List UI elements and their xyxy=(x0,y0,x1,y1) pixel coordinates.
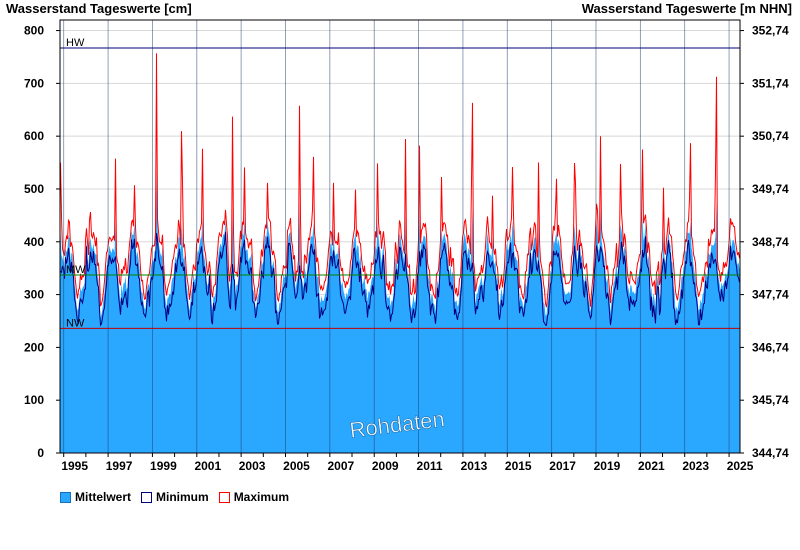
y-tick-label-left: 700 xyxy=(24,76,44,90)
y-tick-label-left: 600 xyxy=(24,129,44,143)
reference-label-mw: MW xyxy=(66,264,86,276)
legend-swatch-maximum xyxy=(218,491,230,503)
y-tick-label-left: 0 xyxy=(37,446,44,460)
y-tick-label-right: 350,74 xyxy=(752,129,789,143)
x-tick-label: 1999 xyxy=(150,459,177,473)
legend-label-maximum: Maximum xyxy=(233,490,290,504)
y-tick-label-right: 351,74 xyxy=(752,76,789,90)
y-tick-label-right: 348,74 xyxy=(752,235,789,249)
legend-item-minimum: Minimum xyxy=(141,490,209,504)
legend-label-minimum: Minimum xyxy=(156,490,209,504)
x-tick-label: 2005 xyxy=(283,459,310,473)
chart-legend: Mittelwert Minimum Maximum xyxy=(60,490,289,504)
x-tick-label: 2013 xyxy=(461,459,488,473)
x-tick-label: 2009 xyxy=(372,459,399,473)
x-tick-label: 2007 xyxy=(327,459,354,473)
series-mittelwert-area xyxy=(60,167,740,454)
x-tick-label: 2015 xyxy=(505,459,532,473)
reference-label-nw: NW xyxy=(66,317,85,329)
legend-item-maximum: Maximum xyxy=(218,490,290,504)
y-tick-label-right: 352,74 xyxy=(752,24,789,38)
left-axis-title: Wasserstand Tageswerte [cm] xyxy=(6,1,192,16)
x-tick-label: 2003 xyxy=(239,459,266,473)
y-tick-label-right: 346,74 xyxy=(752,340,789,354)
y-tick-label-left: 200 xyxy=(24,340,44,354)
plot-frame xyxy=(59,19,741,454)
y-tick-label-left: 300 xyxy=(24,288,44,302)
series-minimum-line xyxy=(60,231,740,327)
legend-item-mittelwert: Mittelwert xyxy=(60,490,131,504)
y-tick-label-right: 344,74 xyxy=(752,446,789,460)
y-tick-label-right: 349,74 xyxy=(752,182,789,196)
y-tick-label-left: 100 xyxy=(24,393,44,407)
x-tick-label: 2001 xyxy=(194,459,221,473)
x-tick-label: 1997 xyxy=(106,459,133,473)
x-tick-label: 2021 xyxy=(638,459,665,473)
legend-label-mittelwert: Mittelwert xyxy=(75,490,132,504)
x-tick-label: 2019 xyxy=(594,459,621,473)
y-tick-label-left: 400 xyxy=(24,235,44,249)
y-tick-label-right: 347,74 xyxy=(752,288,789,302)
x-tick-label: 2023 xyxy=(682,459,709,473)
y-tick-label-right: 345,74 xyxy=(752,393,789,407)
y-tick-label-left: 500 xyxy=(24,182,44,196)
reference-label-hw: HW xyxy=(66,37,85,49)
x-tick-label: 2025 xyxy=(727,459,754,473)
x-tick-label: 2011 xyxy=(417,459,443,473)
x-tick-label: 1995 xyxy=(61,459,88,473)
legend-swatch-mittelwert xyxy=(60,491,71,503)
y-tick-label-left: 800 xyxy=(24,24,44,38)
series-maximum-line xyxy=(60,53,740,308)
x-tick-label: 2017 xyxy=(549,459,576,473)
right-axis-title: Wasserstand Tageswerte [m NHN] xyxy=(581,1,792,16)
legend-swatch-minimum xyxy=(141,491,153,503)
